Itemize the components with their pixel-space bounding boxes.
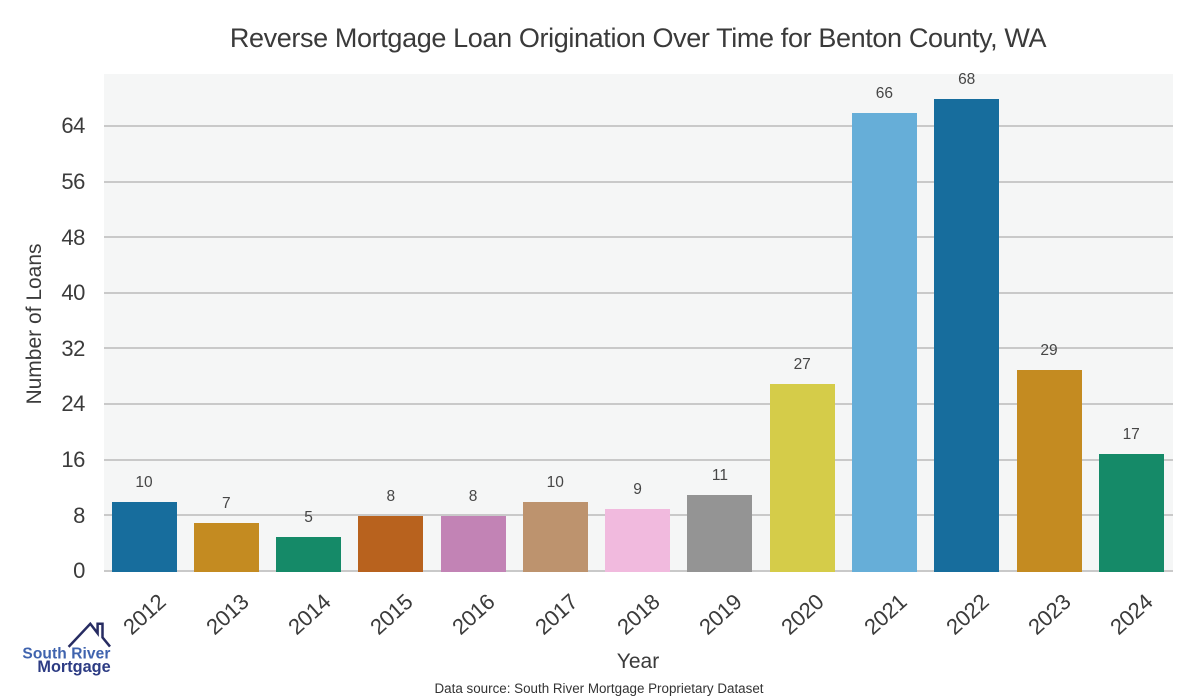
svg-text:South River: South River <box>22 646 110 663</box>
svg-text:Mortgage: Mortgage <box>37 658 110 676</box>
